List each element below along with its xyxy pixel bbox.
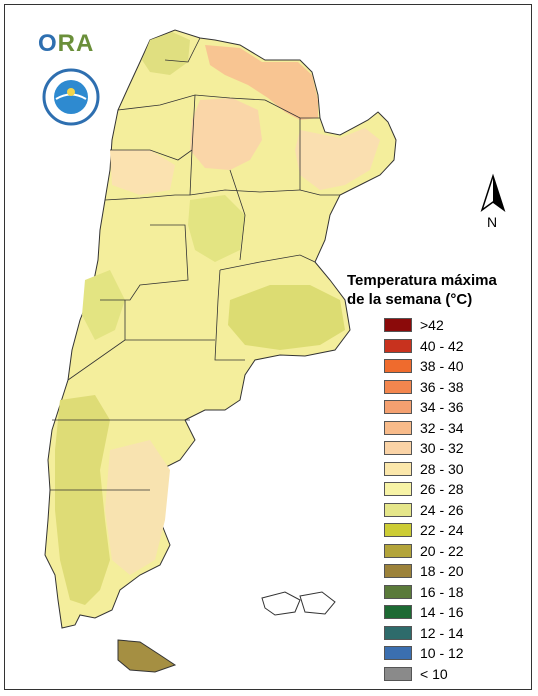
north-arrow-icon [480,173,506,212]
cool-zone-buenos-aires [228,285,345,350]
legend-swatch [384,318,412,332]
legend-swatch [384,564,412,578]
legend-label: 32 - 34 [420,419,464,436]
legend-item: 24 - 26 [384,502,464,518]
warm-zone-south [105,440,170,575]
ora-logo: ORA [38,30,94,58]
legend-item: 20 - 22 [384,543,464,559]
legend-swatch [384,625,412,640]
legend-swatch [384,605,412,619]
cool-zone-northwest [142,32,190,75]
legend-swatch [384,338,412,353]
legend-label: 30 - 32 [420,440,464,456]
warm-zone-west [110,150,175,195]
legend-swatch [384,400,412,414]
malvinas-islands [261,591,336,616]
cool-zone-patagonia [55,395,110,605]
legend-label: 36 - 38 [420,378,464,395]
legend-item: 34 - 36 [384,399,464,415]
legend-swatch [384,482,412,496]
legend-label: < 10 [420,665,448,682]
legend-label: 40 - 42 [420,337,464,354]
legend-item: < 10 [384,666,448,682]
province-borders [50,37,340,491]
legend-label: 16 - 18 [420,583,464,600]
warm-zone-north [205,45,318,120]
legend-item: >42 [384,317,444,333]
legend-item: 30 - 32 [384,440,464,456]
legend-item: 38 - 40 [384,358,464,374]
map-frame [4,4,532,690]
legend-label: 22 - 24 [420,522,464,538]
legend-swatch [384,379,412,394]
legend-title-line1: Temperatura máxima [347,272,497,289]
legend-label: 26 - 28 [420,481,464,497]
legend-item: 14 - 16 [384,604,464,620]
legend-swatch [384,666,412,681]
legend-item: 32 - 34 [384,420,464,436]
legend-label: >42 [420,317,444,333]
legend-item: 40 - 42 [384,338,464,354]
legend-swatch [384,359,412,373]
legend-item: 36 - 38 [384,379,464,395]
cool-zone-center [188,195,245,262]
legend-label: 12 - 14 [420,624,464,641]
cool-zone-andes [82,270,125,340]
legend-item: 26 - 28 [384,481,464,497]
warm-zone-center [190,98,262,170]
legend-label: 24 - 26 [420,501,464,518]
legend-label: 28 - 30 [420,460,464,477]
legend-swatch [384,523,412,537]
legend-label: 20 - 22 [420,542,464,559]
legend-swatch [384,502,412,517]
legend-item: 22 - 24 [384,522,464,538]
legend-label: 38 - 40 [420,358,464,374]
legend-swatch [384,420,412,435]
warm-zone-east [295,128,380,190]
legend-label: 34 - 36 [420,399,464,415]
legend-swatch [384,441,412,455]
legend-label: 10 - 12 [420,645,464,661]
smn-seal-icon [42,68,100,126]
legend-swatch [384,584,412,599]
legend-title: Temperatura máxima de la semana (°C) [347,271,517,309]
legend-title-line2: de la semana (°C) [347,291,473,308]
legend-item: 12 - 14 [384,625,464,641]
ora-logo-rest: RA [57,30,95,57]
legend-item: 16 - 18 [384,584,464,600]
tierra-del-fuego [117,639,177,673]
legend-item: 28 - 30 [384,461,464,477]
legend-item: 18 - 20 [384,563,464,579]
ora-logo-o: O [38,30,58,57]
legend-label: 18 - 20 [420,563,464,579]
legend-swatch [384,461,412,476]
legend-swatch [384,646,412,660]
legend-swatch [384,543,412,558]
north-label: N [487,214,498,230]
legend-label: 14 - 16 [420,604,464,620]
legend-item: 10 - 12 [384,645,464,661]
